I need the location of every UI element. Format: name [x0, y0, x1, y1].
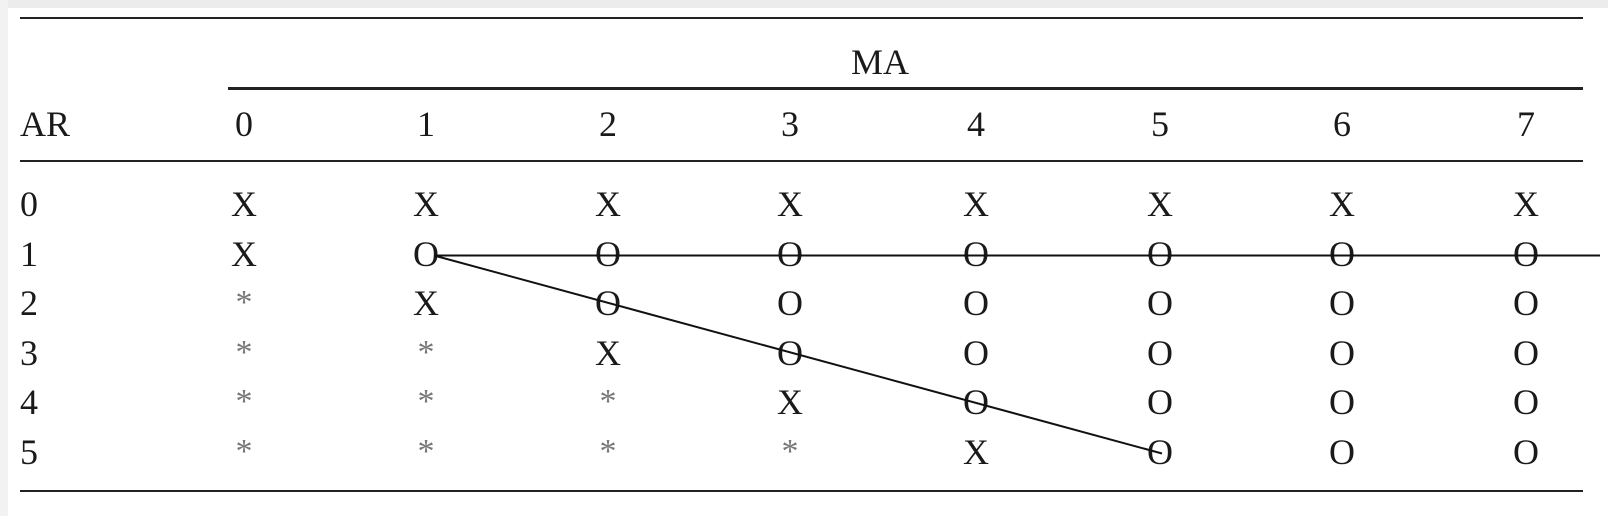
ma-order-header-0: 0 [235, 104, 253, 144]
cell-nonsignificant: O [777, 283, 803, 323]
cell-nonsignificant: O [963, 234, 989, 274]
table-bottom-rule [20, 490, 1583, 492]
cell-nonsignificant: O [1513, 333, 1539, 373]
ar-order-label: 2 [20, 283, 38, 323]
cell-nonsignificant: O [1513, 382, 1539, 422]
cell-nonsignificant: O [1329, 234, 1355, 274]
ma-order-header-1: 1 [417, 104, 435, 144]
cell-significant: X [1329, 184, 1355, 224]
cell-nonsignificant: O [1147, 432, 1173, 472]
cell-significant: X [413, 184, 439, 224]
cell-undefined: * [600, 432, 617, 472]
cell-undefined: * [418, 432, 435, 472]
cell-significant: X [231, 234, 257, 274]
table-top-rule [20, 17, 1583, 19]
top-border [0, 0, 1608, 8]
cell-significant: X [595, 184, 621, 224]
cell-nonsignificant: O [1513, 234, 1539, 274]
cell-nonsignificant: O [1513, 283, 1539, 323]
cell-nonsignificant: O [1513, 432, 1539, 472]
cell-undefined: * [418, 382, 435, 422]
cell-nonsignificant: O [1147, 333, 1173, 373]
ar-order-label: 1 [20, 234, 38, 274]
cell-undefined: * [782, 432, 799, 472]
cell-nonsignificant: O [777, 234, 803, 274]
ma-order-header-3: 3 [781, 104, 799, 144]
cell-nonsignificant: O [963, 283, 989, 323]
cell-nonsignificant: O [595, 234, 621, 274]
cell-significant: X [963, 184, 989, 224]
ar-order-label: 4 [20, 382, 38, 422]
ma-order-header-4: 4 [967, 104, 985, 144]
cell-nonsignificant: O [963, 333, 989, 373]
ma-group-header: MA [851, 42, 909, 82]
ar-header: AR [20, 104, 70, 144]
cell-significant: X [231, 184, 257, 224]
cell-significant: X [1147, 184, 1173, 224]
cell-nonsignificant: O [1329, 432, 1355, 472]
cell-nonsignificant: O [777, 333, 803, 373]
ma-order-header-7: 7 [1517, 104, 1535, 144]
ma-order-header-6: 6 [1333, 104, 1351, 144]
ar-order-label: 5 [20, 432, 38, 472]
cell-significant: X [1513, 184, 1539, 224]
cell-significant: X [413, 283, 439, 323]
cell-nonsignificant: O [1329, 333, 1355, 373]
cell-significant: X [777, 382, 803, 422]
ar-order-label: 0 [20, 184, 38, 224]
cell-nonsignificant: O [1147, 283, 1173, 323]
cell-undefined: * [236, 432, 253, 472]
cell-nonsignificant: O [1147, 382, 1173, 422]
cell-undefined: * [236, 382, 253, 422]
ma-order-header-2: 2 [599, 104, 617, 144]
cell-significant: X [777, 184, 803, 224]
left-border [0, 0, 8, 516]
cell-nonsignificant: O [1329, 283, 1355, 323]
cell-nonsignificant: O [595, 283, 621, 323]
cell-nonsignificant: O [413, 234, 439, 274]
ar-order-label: 3 [20, 333, 38, 373]
ma-spanner-rule [228, 87, 1583, 90]
ma-order-header-5: 5 [1151, 104, 1169, 144]
cell-nonsignificant: O [1329, 382, 1355, 422]
cell-undefined: * [236, 333, 253, 373]
cell-significant: X [595, 333, 621, 373]
cell-nonsignificant: O [1147, 234, 1173, 274]
cell-significant: X [963, 432, 989, 472]
header-bottom-rule [20, 160, 1583, 162]
cell-undefined: * [418, 333, 435, 373]
cell-undefined: * [236, 283, 253, 323]
cell-undefined: * [600, 382, 617, 422]
cell-nonsignificant: O [963, 382, 989, 422]
